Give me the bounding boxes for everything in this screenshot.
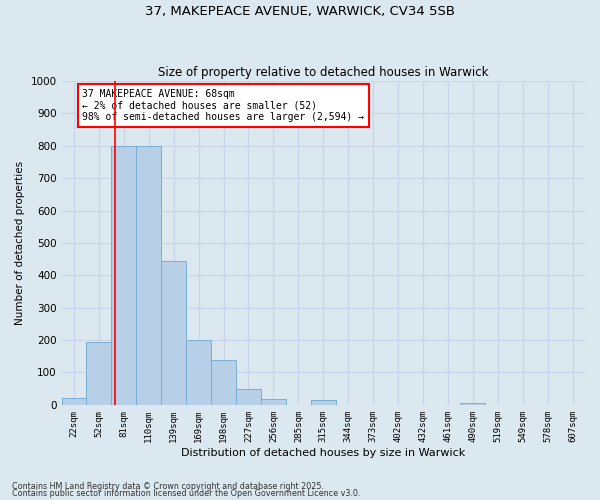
Text: Contains HM Land Registry data © Crown copyright and database right 2025.: Contains HM Land Registry data © Crown c…	[12, 482, 324, 491]
Bar	[161, 261, 186, 405]
Bar	[311, 400, 336, 405]
Bar	[62, 398, 86, 405]
Bar	[460, 403, 485, 405]
Title: Size of property relative to detached houses in Warwick: Size of property relative to detached ho…	[158, 66, 488, 78]
Bar	[86, 342, 112, 405]
Bar	[112, 146, 136, 405]
X-axis label: Distribution of detached houses by size in Warwick: Distribution of detached houses by size …	[181, 448, 466, 458]
Text: Contains public sector information licensed under the Open Government Licence v3: Contains public sector information licen…	[12, 489, 361, 498]
Bar	[261, 399, 286, 405]
Bar	[211, 360, 236, 405]
Bar	[136, 146, 161, 405]
Y-axis label: Number of detached properties: Number of detached properties	[15, 161, 25, 325]
Text: 37 MAKEPEACE AVENUE: 68sqm
← 2% of detached houses are smaller (52)
98% of semi-: 37 MAKEPEACE AVENUE: 68sqm ← 2% of detac…	[82, 89, 364, 122]
Bar	[186, 340, 211, 405]
Text: 37, MAKEPEACE AVENUE, WARWICK, CV34 5SB: 37, MAKEPEACE AVENUE, WARWICK, CV34 5SB	[145, 5, 455, 18]
Bar	[236, 390, 261, 405]
